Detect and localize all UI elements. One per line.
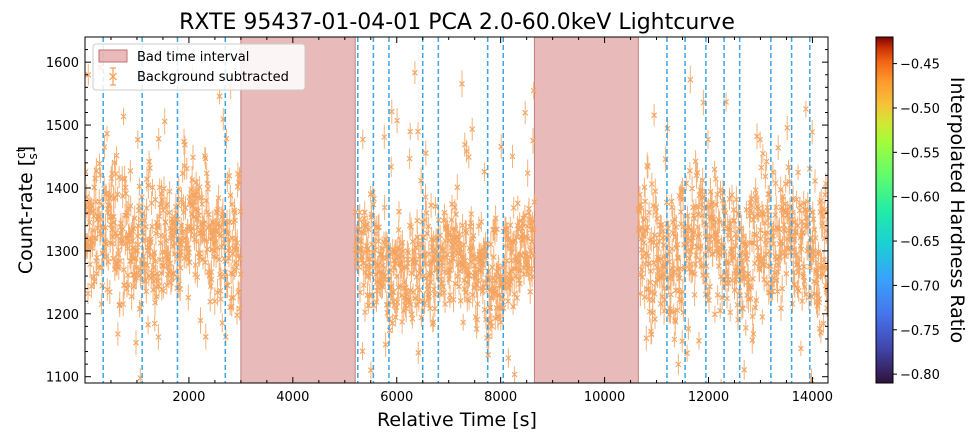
plot-frame xyxy=(84,36,829,384)
bad-time-interval-2 xyxy=(533,37,639,383)
legend-background-swatch xyxy=(109,67,117,86)
colorbar-tick-label-0: −0.45 xyxy=(900,58,940,73)
colorbar-tick-label-3: −0.60 xyxy=(900,191,940,206)
svg-text:Interpolated Hardness Ratio: Interpolated Hardness Ratio xyxy=(946,77,968,343)
x-tick-label-14000: 14000 xyxy=(792,390,833,405)
colorbar-label: Interpolated Hardness Ratio xyxy=(946,77,968,343)
plot-area: 2000 4000 6000 8000 10000 12000 14000 1100 1200… xyxy=(46,36,833,405)
colorbar-tick-label-7: −0.80 xyxy=(900,368,940,383)
legend: Bad time interval Background subtracted xyxy=(92,43,306,91)
data-markers xyxy=(352,69,538,378)
legend-box xyxy=(92,43,306,91)
legend-bad-interval-label: Bad time interval xyxy=(137,50,249,65)
colorbar-gradient xyxy=(875,36,894,384)
data-markers xyxy=(635,76,828,383)
bad-time-interval-1 xyxy=(240,37,356,383)
x-tick-label-8000: 8000 xyxy=(484,390,517,405)
legend-bad-interval-swatch xyxy=(98,49,128,63)
colorbar-tick-label-5: −0.70 xyxy=(900,279,940,294)
x-tick-label-10000: 10000 xyxy=(584,390,625,405)
x-tick-label-4000: 4000 xyxy=(276,390,309,405)
y-tick-label-1300: 1300 xyxy=(46,245,79,260)
colorbar-tick-label-6: −0.75 xyxy=(900,324,940,339)
y-axis-label-den: s xyxy=(26,153,40,159)
colorbar-tick-label-2: −0.55 xyxy=(900,146,940,161)
y-tick-label-1500: 1500 xyxy=(46,119,79,134)
x-axis-label: Relative Time [s] xyxy=(377,409,537,431)
data-segment-2 xyxy=(352,61,538,383)
y-tick-label-1600: 1600 xyxy=(46,56,79,71)
chart-title: RXTE 95437-01-04-01 PCA 2.0-60.0keV Ligh… xyxy=(179,10,735,35)
colorbar-tick-label-1: −0.50 xyxy=(900,102,940,117)
svg-text:Count-rate [cts]: Count-rate [cts] xyxy=(14,146,40,274)
x-tick-label-2000: 2000 xyxy=(172,390,205,405)
y-tick-label-1200: 1200 xyxy=(46,308,79,323)
x-tick-label-12000: 12000 xyxy=(688,390,729,405)
y-tick-label-1400: 1400 xyxy=(46,182,79,197)
colorbar: −0.45 −0.50 −0.55 −0.60 −0.65 −0.70 −0.75 −0.80 xyxy=(875,36,940,384)
data-segment-3 xyxy=(635,65,828,383)
y-axis-label-num: ct xyxy=(14,147,28,159)
colorbar-tick-label-4: −0.65 xyxy=(900,235,940,250)
data-segment-1 xyxy=(85,58,244,383)
y-axis-label-end: ] xyxy=(15,146,37,153)
y-axis-label-main: Count-rate [ xyxy=(15,159,37,274)
data-markers xyxy=(85,64,244,381)
y-tick-label-1100: 1100 xyxy=(46,371,79,386)
y-axis-label: Count-rate [cts] xyxy=(14,146,40,274)
legend-background-label: Background subtracted xyxy=(137,70,289,85)
x-tick-label-6000: 6000 xyxy=(380,390,413,405)
